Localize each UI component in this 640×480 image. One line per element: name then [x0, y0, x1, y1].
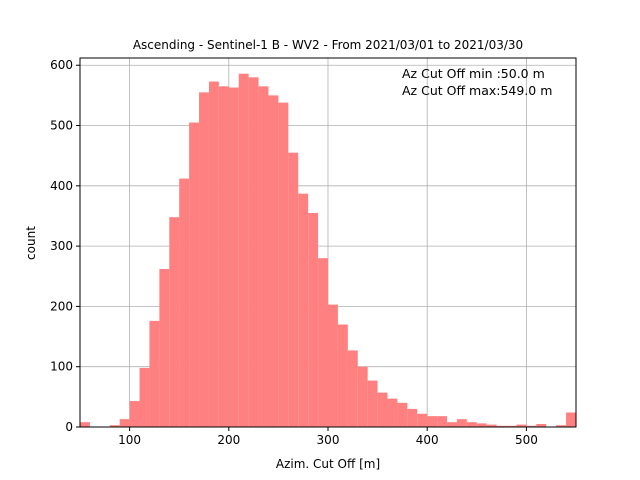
bars-layer [80, 73, 576, 428]
histogram-bar [328, 304, 338, 427]
histogram-bar [278, 102, 289, 427]
histogram-bar [218, 86, 229, 428]
histogram-bar [357, 366, 368, 427]
histogram-bar [298, 193, 309, 427]
annotation-min: Az Cut Off min :50.0 m [402, 66, 545, 81]
x-tick-label: 500 [515, 433, 538, 447]
histogram-bar [238, 73, 249, 428]
y-axis-label: count [24, 226, 38, 260]
histogram-bar [149, 320, 160, 427]
y-tick-label: 200 [50, 299, 73, 313]
annotation-max: Az Cut Off max:549.0 m [402, 83, 552, 98]
histogram-bar [258, 86, 269, 428]
x-tick-label: 300 [317, 433, 340, 447]
histogram-bar [318, 258, 328, 427]
histogram-bar [456, 419, 467, 427]
y-tick-label: 500 [50, 119, 73, 133]
x-axis-label: Azim. Cut Off [m] [276, 457, 380, 471]
histogram-bar [268, 95, 279, 427]
histogram-bar [337, 324, 348, 427]
y-tick-label: 0 [65, 420, 73, 434]
histogram-bar [516, 424, 527, 427]
histogram-bar [556, 425, 567, 427]
y-tick-label: 400 [50, 179, 73, 193]
histogram-bar [486, 424, 497, 427]
histogram-bar [407, 408, 418, 427]
histogram-bar [466, 422, 477, 427]
histogram-bar [129, 401, 140, 427]
histogram-bar [536, 423, 547, 427]
y-tick-label: 100 [50, 360, 73, 374]
ticks-layer: 100 200 300 400 500 0 100 200 300 400 500 600 [50, 58, 538, 447]
x-tick-label: 400 [416, 433, 439, 447]
histogram-bar [199, 92, 209, 427]
histogram-bar [566, 412, 576, 427]
histogram-bar [228, 87, 239, 427]
histogram-bar [397, 402, 408, 427]
histogram-bar [208, 81, 219, 427]
histogram-bar [447, 422, 457, 427]
histogram-bar [526, 425, 537, 427]
histogram-bar [159, 269, 170, 427]
histogram-bar [496, 425, 507, 427]
histogram-bar [288, 152, 299, 428]
chart-title: Ascending - Sentinel-1 B - WV2 - From 20… [133, 38, 523, 52]
histogram-bar [476, 423, 487, 427]
histogram-bar [169, 217, 180, 427]
y-tick-label: 300 [50, 239, 73, 253]
histogram-bar [437, 416, 448, 427]
histogram-bar [417, 413, 428, 427]
histogram-bar [387, 398, 398, 427]
x-tick-label: 200 [217, 433, 240, 447]
histogram-bar [80, 422, 90, 427]
y-tick-label: 600 [50, 58, 73, 72]
histogram-bar [308, 212, 319, 427]
histogram-bar [248, 77, 259, 427]
histogram-bar [119, 419, 130, 427]
histogram-bar [506, 425, 517, 427]
histogram-bar [347, 350, 358, 427]
x-tick-label: 100 [118, 433, 141, 447]
histogram-bar [109, 425, 120, 427]
histogram-bar [189, 122, 200, 427]
histogram-bar [139, 367, 150, 427]
histogram-bar [367, 380, 378, 427]
histogram-bar [377, 392, 388, 427]
histogram-bar [427, 416, 438, 427]
histogram-bar [179, 178, 190, 427]
